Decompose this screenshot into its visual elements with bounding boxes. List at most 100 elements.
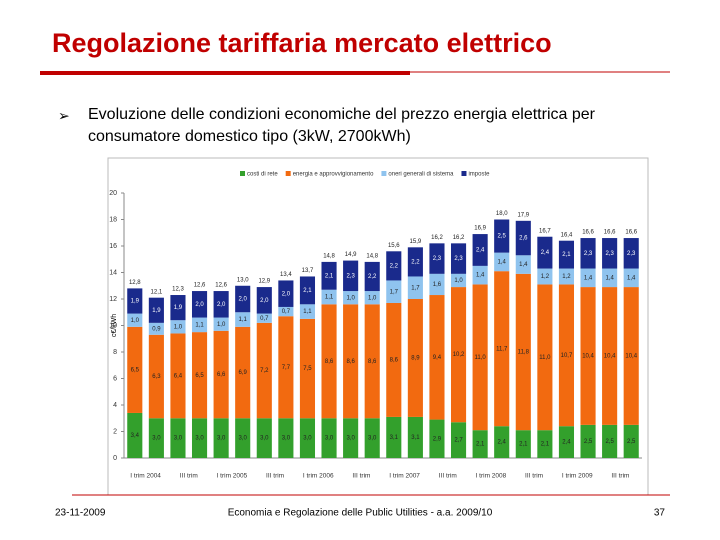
bar-segment bbox=[537, 268, 553, 285]
bar-segment bbox=[191, 418, 208, 458]
bar-segment bbox=[429, 419, 445, 458]
value-label: 3,0 bbox=[282, 436, 291, 442]
value-label: 0,7 bbox=[282, 309, 291, 315]
value-label: 2,3 bbox=[433, 256, 442, 262]
y-tick-label: 2 bbox=[113, 428, 117, 435]
bar-segment bbox=[494, 219, 510, 253]
bar-segment bbox=[127, 412, 143, 458]
bar-segment bbox=[558, 240, 575, 269]
bar-segment bbox=[472, 430, 488, 458]
bar-segment bbox=[386, 416, 402, 458]
bar-segment bbox=[321, 261, 337, 290]
total-label: 18,0 bbox=[496, 211, 508, 217]
value-label: 7,5 bbox=[303, 366, 312, 372]
total-label: 12,6 bbox=[215, 283, 227, 289]
bar-segment bbox=[256, 287, 272, 314]
x-tick-label: I trim 2006 bbox=[303, 473, 334, 480]
value-label: 1,4 bbox=[627, 275, 636, 281]
bar-segment bbox=[602, 424, 618, 458]
bar-segment bbox=[235, 326, 251, 419]
value-label: 2,3 bbox=[605, 251, 614, 257]
bar-segment bbox=[558, 426, 575, 458]
total-label: 16,7 bbox=[539, 228, 551, 234]
bar-segment bbox=[343, 418, 359, 458]
value-label: 9,4 bbox=[433, 355, 442, 361]
bar-segment bbox=[170, 295, 186, 321]
value-label: 10,4 bbox=[604, 354, 616, 360]
value-label: 2,3 bbox=[454, 256, 463, 262]
value-label: 1,1 bbox=[303, 309, 312, 315]
legend-label: energia e approvvigionamento bbox=[293, 172, 374, 178]
bar-segment bbox=[602, 268, 618, 288]
bar-segment bbox=[278, 280, 294, 307]
y-tick-label: 14 bbox=[109, 269, 117, 276]
footer-date: 23-11-2009 bbox=[55, 508, 106, 519]
bar-segment bbox=[148, 418, 164, 458]
bar-segment bbox=[537, 430, 553, 458]
bar-segment bbox=[580, 268, 596, 288]
bar-segment bbox=[515, 430, 531, 458]
value-label: 11,0 bbox=[539, 355, 551, 361]
value-label: 2,1 bbox=[519, 442, 528, 448]
bar-segment bbox=[558, 284, 575, 427]
value-label: 2,3 bbox=[627, 251, 636, 257]
value-label: 11,0 bbox=[475, 355, 487, 361]
value-label: 11,7 bbox=[496, 346, 508, 352]
total-label: 16,2 bbox=[453, 235, 465, 241]
value-label: 2,9 bbox=[433, 436, 442, 442]
value-label: 3,0 bbox=[368, 436, 377, 442]
value-label: 1,0 bbox=[131, 318, 140, 324]
bar-segment bbox=[256, 313, 272, 323]
value-label: 2,1 bbox=[325, 273, 334, 279]
value-label: 2,2 bbox=[411, 259, 420, 265]
legend-swatch bbox=[240, 171, 245, 176]
bar-segment bbox=[278, 418, 294, 458]
bar-segment bbox=[407, 299, 423, 417]
value-label: 1,1 bbox=[239, 317, 248, 323]
value-label: 2,6 bbox=[519, 236, 528, 242]
bar-segment bbox=[127, 313, 143, 327]
value-label: 2,3 bbox=[584, 251, 593, 257]
value-label: 1,0 bbox=[368, 295, 377, 301]
bar-segment bbox=[235, 312, 251, 327]
total-label: 16,6 bbox=[582, 230, 594, 236]
y-tick-label: 8 bbox=[113, 349, 117, 356]
bar-segment bbox=[213, 330, 229, 419]
value-label: 2,7 bbox=[454, 438, 463, 444]
value-label: 2,4 bbox=[476, 248, 485, 254]
legend-swatch bbox=[285, 171, 291, 176]
value-label: 6,5 bbox=[195, 373, 204, 379]
value-label: 3,0 bbox=[325, 436, 334, 442]
bar-segment bbox=[472, 234, 488, 266]
x-tick-label: III trim bbox=[525, 473, 543, 480]
value-label: 1,6 bbox=[433, 282, 442, 288]
bar-segment bbox=[494, 271, 510, 427]
value-label: 2,0 bbox=[282, 291, 291, 297]
x-tick-label: I trim 2005 bbox=[217, 473, 248, 480]
value-label: 2,1 bbox=[541, 442, 550, 448]
bar-segment bbox=[407, 247, 423, 277]
value-label: 8,6 bbox=[390, 358, 399, 364]
y-tick-label: 10 bbox=[109, 322, 117, 329]
bar-segment bbox=[623, 238, 639, 269]
value-label: 1,2 bbox=[541, 274, 550, 280]
bar-segment bbox=[278, 306, 294, 317]
value-label: 1,9 bbox=[131, 299, 140, 305]
value-label: 1,0 bbox=[346, 295, 355, 301]
value-label: 8,6 bbox=[368, 359, 377, 365]
total-label: 15,9 bbox=[410, 239, 422, 245]
value-label: 3,0 bbox=[346, 436, 355, 442]
value-label: 3,0 bbox=[152, 436, 161, 442]
bar-segment bbox=[580, 238, 596, 269]
bar-segment bbox=[537, 284, 553, 431]
bar-segment bbox=[148, 297, 164, 323]
bar-segment bbox=[429, 295, 445, 420]
legend-swatch bbox=[461, 171, 467, 176]
bar-segment bbox=[515, 220, 531, 256]
value-label: 3,4 bbox=[131, 433, 140, 439]
bar-segment bbox=[235, 285, 251, 313]
value-label: 6,5 bbox=[131, 367, 140, 373]
x-tick-label: I trim 2009 bbox=[562, 473, 593, 480]
bar-segment bbox=[515, 255, 531, 274]
bar-segment bbox=[127, 288, 143, 314]
